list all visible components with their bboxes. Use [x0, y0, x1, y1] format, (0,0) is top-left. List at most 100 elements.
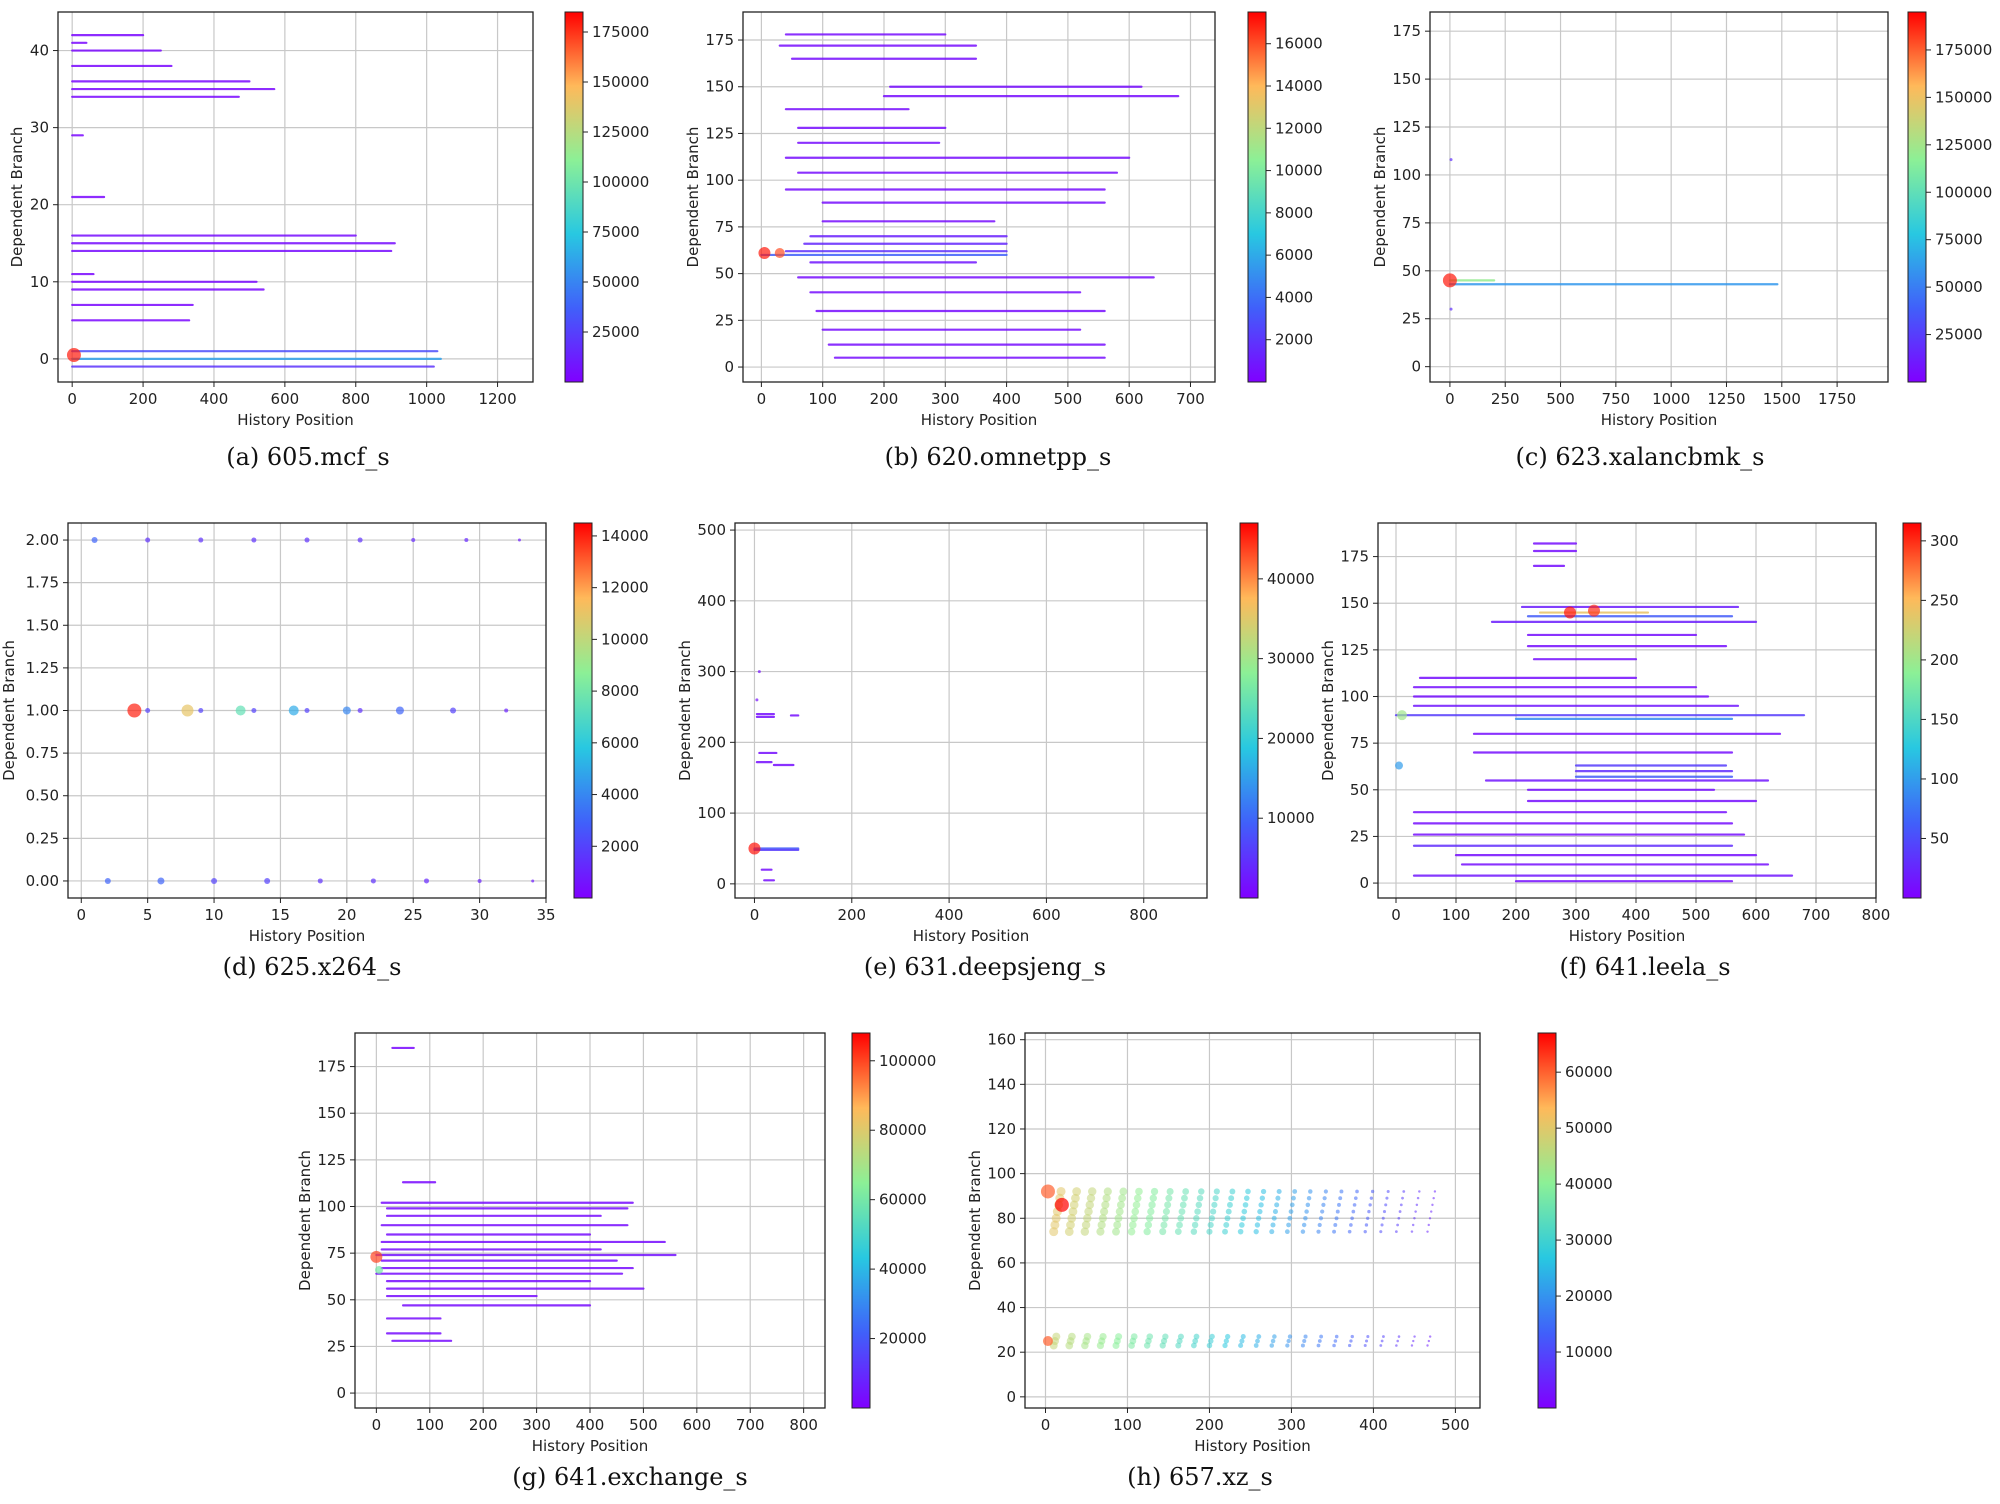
x-tick-label: 1250 [1707, 390, 1745, 408]
data-point [757, 670, 761, 674]
y-tick-label: 75 [1350, 734, 1369, 752]
y-axis-label: Dependent Branch [684, 127, 702, 268]
cluster-point [1127, 1227, 1136, 1236]
cluster-point [1339, 1189, 1344, 1194]
data-point [181, 704, 194, 717]
y-tick-label: 0 [1411, 358, 1421, 376]
colorbar-tick-label: 125000 [1935, 136, 1992, 154]
cluster-point [1289, 1202, 1295, 1208]
cluster-point [1317, 1339, 1322, 1343]
grid [743, 12, 1215, 382]
data-point [395, 706, 404, 715]
cluster-point [1086, 1193, 1096, 1203]
cluster-point [1068, 1332, 1076, 1341]
cluster-point [1431, 1203, 1434, 1207]
cluster-point [1162, 1208, 1170, 1216]
x-tick-label: 35 [536, 906, 555, 924]
data-point [370, 1250, 383, 1263]
subplot-7: 0 100 200 300 400 500 0 20 40 60 80 100 120 140 160 His… [966, 1031, 1613, 1491]
x-tick-label: 500 [1441, 1416, 1470, 1434]
colorbar-tick-label: 8000 [1275, 204, 1313, 222]
x-tick-label: 300 [1562, 906, 1591, 924]
x-tick-label: 600 [1032, 906, 1061, 924]
cluster-point [1366, 1335, 1370, 1339]
x-tick-label: 400 [1359, 1416, 1388, 1434]
colorbar-tick-label: 12000 [601, 579, 649, 597]
cluster-point [1410, 1230, 1414, 1233]
x-tick-label: 25 [404, 906, 423, 924]
colorbar-tick-label: 150000 [592, 73, 649, 91]
cluster-point [1084, 1207, 1093, 1216]
colorbar-tick-label: 75000 [1935, 231, 1983, 249]
cluster-point [1243, 1195, 1250, 1201]
data-point [1442, 273, 1457, 288]
y-axis-label: Dependent Branch [1319, 640, 1337, 781]
cluster-point [1270, 1338, 1276, 1344]
data-marks [748, 670, 800, 882]
colorbar: 25000 50000 75000 100000 125000 150000 175000 [1907, 11, 1992, 383]
colorbar-tick-label: 40000 [1565, 1175, 1613, 1193]
subplot-0: 0 200 400 600 800 1000 1200 0 10 20 30 40 History Po… [8, 11, 649, 471]
cluster-point [1395, 1344, 1398, 1347]
data-point [357, 537, 363, 543]
data-point [1397, 710, 1407, 721]
colorbar-tick-label: 14000 [601, 527, 649, 545]
colorbar-tick-label: 100000 [1935, 183, 1992, 201]
y-tick-label: 100 [705, 171, 734, 189]
cluster-point [1182, 1188, 1190, 1195]
y-tick-label: 0 [336, 1384, 346, 1402]
x-tick-label: 0 [372, 1416, 382, 1434]
cluster-point [1300, 1343, 1305, 1348]
cluster-point [1103, 1187, 1112, 1196]
x-tick-label: 0 [1391, 906, 1401, 924]
y-tick-label: 400 [697, 592, 726, 610]
colorbar: 20000 40000 60000 80000 100000 [851, 1032, 936, 1409]
x-axis-label: History Position [913, 927, 1030, 945]
cluster-point [1287, 1334, 1293, 1339]
cluster-point [1085, 1200, 1094, 1210]
data-point [145, 537, 151, 543]
data-point [251, 708, 257, 713]
cluster-point [1191, 1221, 1199, 1229]
cluster-point [1115, 1333, 1123, 1341]
y-tick-label: 20 [30, 196, 49, 214]
x-tick-label: 15 [271, 906, 290, 924]
cluster-point [1287, 1215, 1293, 1221]
colorbar-tick-label: 4000 [601, 786, 639, 804]
cluster-point [1130, 1214, 1138, 1223]
cluster-point [1206, 1342, 1213, 1349]
subplot-caption: (b) 620.omnetpp_s [885, 443, 1112, 471]
cluster-point [1288, 1209, 1294, 1214]
grid [735, 523, 1207, 898]
cluster-point [1072, 1187, 1082, 1196]
y-tick-label: 1.50 [26, 616, 59, 634]
cluster-point [1384, 1203, 1388, 1207]
cluster-point [1066, 1220, 1075, 1230]
subplot-caption: (c) 623.xalancbmk_s [1516, 443, 1765, 471]
cluster-point [1192, 1338, 1199, 1344]
data-point [758, 247, 771, 260]
cluster-point [1321, 1202, 1326, 1207]
cluster-point [1115, 1207, 1124, 1216]
cluster-point [1427, 1339, 1431, 1343]
x-tick-label: 300 [1277, 1416, 1306, 1434]
cluster-point [1397, 1216, 1401, 1220]
cluster-point [1394, 1230, 1398, 1234]
cluster-point [1410, 1344, 1414, 1347]
x-tick-label: 0 [1445, 390, 1455, 408]
cluster-point [1144, 1221, 1153, 1229]
x-tick-label: 1500 [1763, 390, 1801, 408]
colorbar-tick-label: 75000 [592, 223, 640, 241]
cluster-point [1269, 1229, 1275, 1235]
cluster-point [1286, 1222, 1291, 1228]
cluster-point [1257, 1208, 1263, 1215]
grid [1025, 1033, 1480, 1408]
x-tick-label: 300 [522, 1416, 551, 1434]
cluster-point [1351, 1209, 1356, 1214]
colorbar-gradient [1239, 522, 1259, 899]
x-tick-label: 100 [415, 1416, 444, 1434]
x-tick-label: 1000 [408, 390, 446, 408]
data-marks [1442, 158, 1779, 311]
x-tick-label: 10 [205, 906, 224, 924]
data-point [251, 537, 257, 543]
